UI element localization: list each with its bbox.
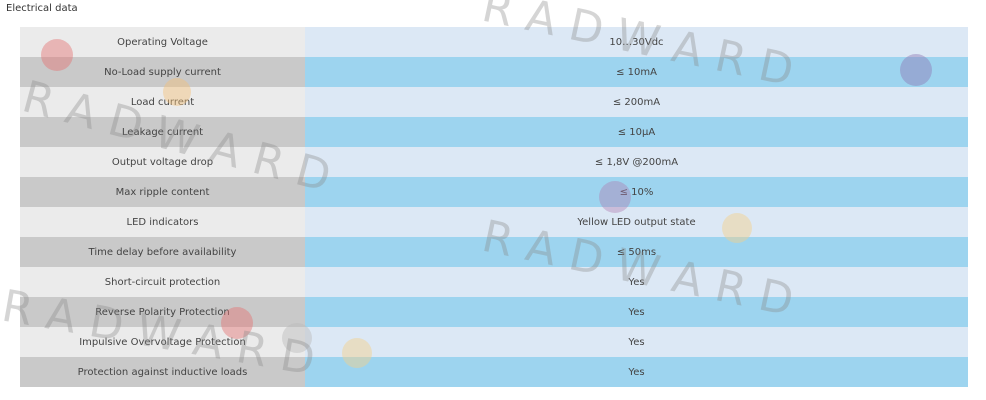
table-row: Load current ≤ 200mA	[20, 87, 968, 117]
table-row: LED indicators Yellow LED output state	[20, 207, 968, 237]
parameter-name: Output voltage drop	[20, 147, 305, 177]
parameter-value: ≤ 1,8V @200mA	[305, 147, 968, 177]
parameter-value: ≤ 200mA	[305, 87, 968, 117]
table-row: Operating Voltage 10…30Vdc	[20, 27, 968, 57]
parameter-value: Yes	[305, 297, 968, 327]
table-row: No-Load supply current ≤ 10mA	[20, 57, 968, 87]
table-row: Time delay before availability ≤ 50ms	[20, 237, 968, 267]
table-row: Impulsive Overvoltage Protection Yes	[20, 327, 968, 357]
parameter-name: Time delay before availability	[20, 237, 305, 267]
table-row: Protection against inductive loads Yes	[20, 357, 968, 387]
parameter-name: Protection against inductive loads	[20, 357, 305, 387]
parameter-value: Yes	[305, 357, 968, 387]
table-row: Reverse Polarity Protection Yes	[20, 297, 968, 327]
parameter-name: LED indicators	[20, 207, 305, 237]
parameter-value: Yellow LED output state	[305, 207, 968, 237]
spec-table: Operating Voltage 10…30Vdc No-Load supply …	[20, 27, 968, 387]
parameter-value: ≤ 50ms	[305, 237, 968, 267]
table-row: Output voltage drop ≤ 1,8V @200mA	[20, 147, 968, 177]
section-title: Electrical data	[6, 3, 78, 14]
parameter-value: 10…30Vdc	[305, 27, 968, 57]
parameter-name: No-Load supply current	[20, 57, 305, 87]
parameter-name: Leakage current	[20, 117, 305, 147]
parameter-name: Impulsive Overvoltage Protection	[20, 327, 305, 357]
parameter-name: Max ripple content	[20, 177, 305, 207]
parameter-name: Operating Voltage	[20, 27, 305, 57]
parameter-name: Short-circuit protection	[20, 267, 305, 297]
parameter-value: Yes	[305, 267, 968, 297]
table-row: Leakage current ≤ 10µA	[20, 117, 968, 147]
table-row: Max ripple content ≤ 10%	[20, 177, 968, 207]
parameter-name: Load current	[20, 87, 305, 117]
parameter-value: Yes	[305, 327, 968, 357]
parameter-value: ≤ 10%	[305, 177, 968, 207]
table-row: Short-circuit protection Yes	[20, 267, 968, 297]
parameter-value: ≤ 10mA	[305, 57, 968, 87]
parameter-name: Reverse Polarity Protection	[20, 297, 305, 327]
parameter-value: ≤ 10µA	[305, 117, 968, 147]
